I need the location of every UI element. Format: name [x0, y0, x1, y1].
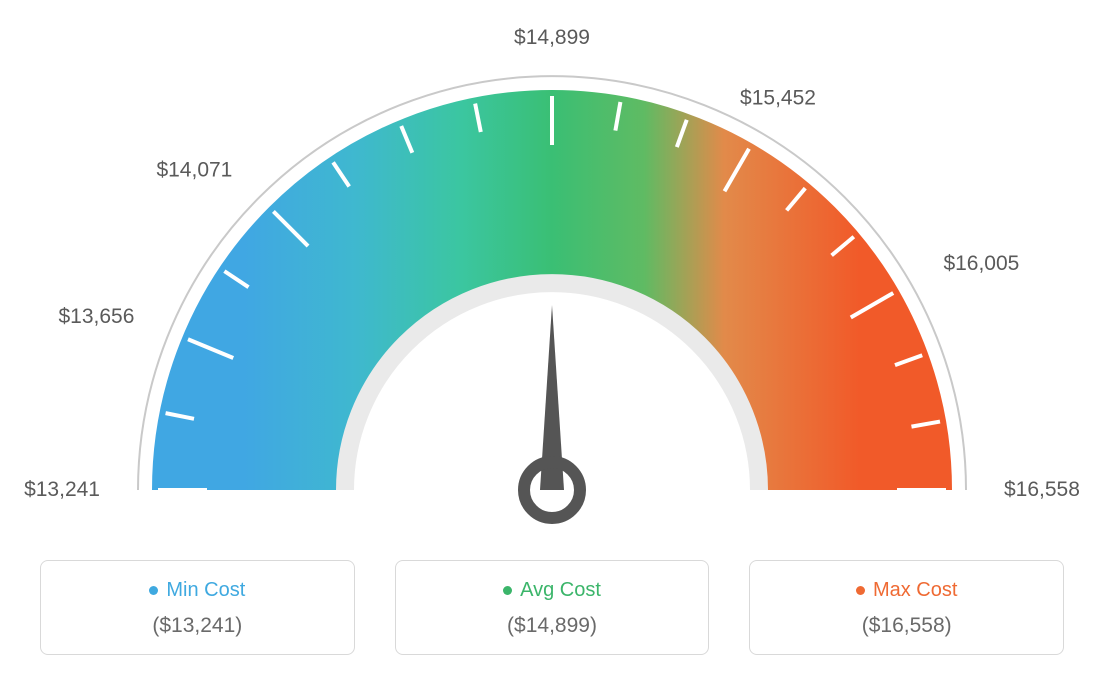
min-cost-title: Min Cost: [149, 579, 245, 602]
min-cost-card: Min Cost ($13,241): [40, 560, 355, 655]
gauge-scale-label: $16,558: [1004, 478, 1080, 501]
gauge-container: $13,241 $13,656 $14,071 $14,899 $15,452 $16,0…: [0, 0, 1104, 530]
max-cost-title: Max Cost: [856, 579, 957, 602]
gauge-scale-label: $14,899: [514, 26, 590, 49]
max-cost-label: Max Cost: [873, 579, 957, 602]
avg-cost-title: Avg Cost: [503, 579, 601, 602]
gauge-scale-label: $14,071: [156, 158, 232, 181]
gauge-scale-label: $13,656: [58, 305, 134, 328]
min-dot-icon: [149, 586, 158, 595]
min-cost-label: Min Cost: [166, 579, 245, 602]
gauge-scale-label: $16,005: [943, 252, 1019, 275]
max-dot-icon: [856, 586, 865, 595]
avg-cost-label: Avg Cost: [520, 579, 601, 602]
avg-cost-value: ($14,899): [396, 614, 709, 638]
summary-cards: Min Cost ($13,241) Avg Cost ($14,899) Ma…: [40, 560, 1064, 655]
max-cost-card: Max Cost ($16,558): [749, 560, 1064, 655]
min-cost-value: ($13,241): [41, 614, 354, 638]
gauge-svg: $13,241 $13,656 $14,071 $14,899 $15,452 $16,0…: [0, 0, 1104, 530]
gauge-scale-label: $13,241: [24, 478, 100, 501]
max-cost-value: ($16,558): [750, 614, 1063, 638]
gauge-scale-label: $15,452: [740, 87, 816, 110]
avg-cost-card: Avg Cost ($14,899): [395, 560, 710, 655]
avg-dot-icon: [503, 586, 512, 595]
